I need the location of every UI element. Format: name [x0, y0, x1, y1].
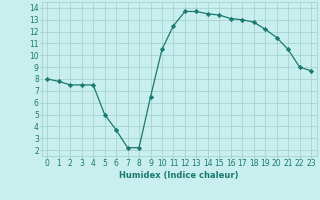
X-axis label: Humidex (Indice chaleur): Humidex (Indice chaleur) — [119, 171, 239, 180]
